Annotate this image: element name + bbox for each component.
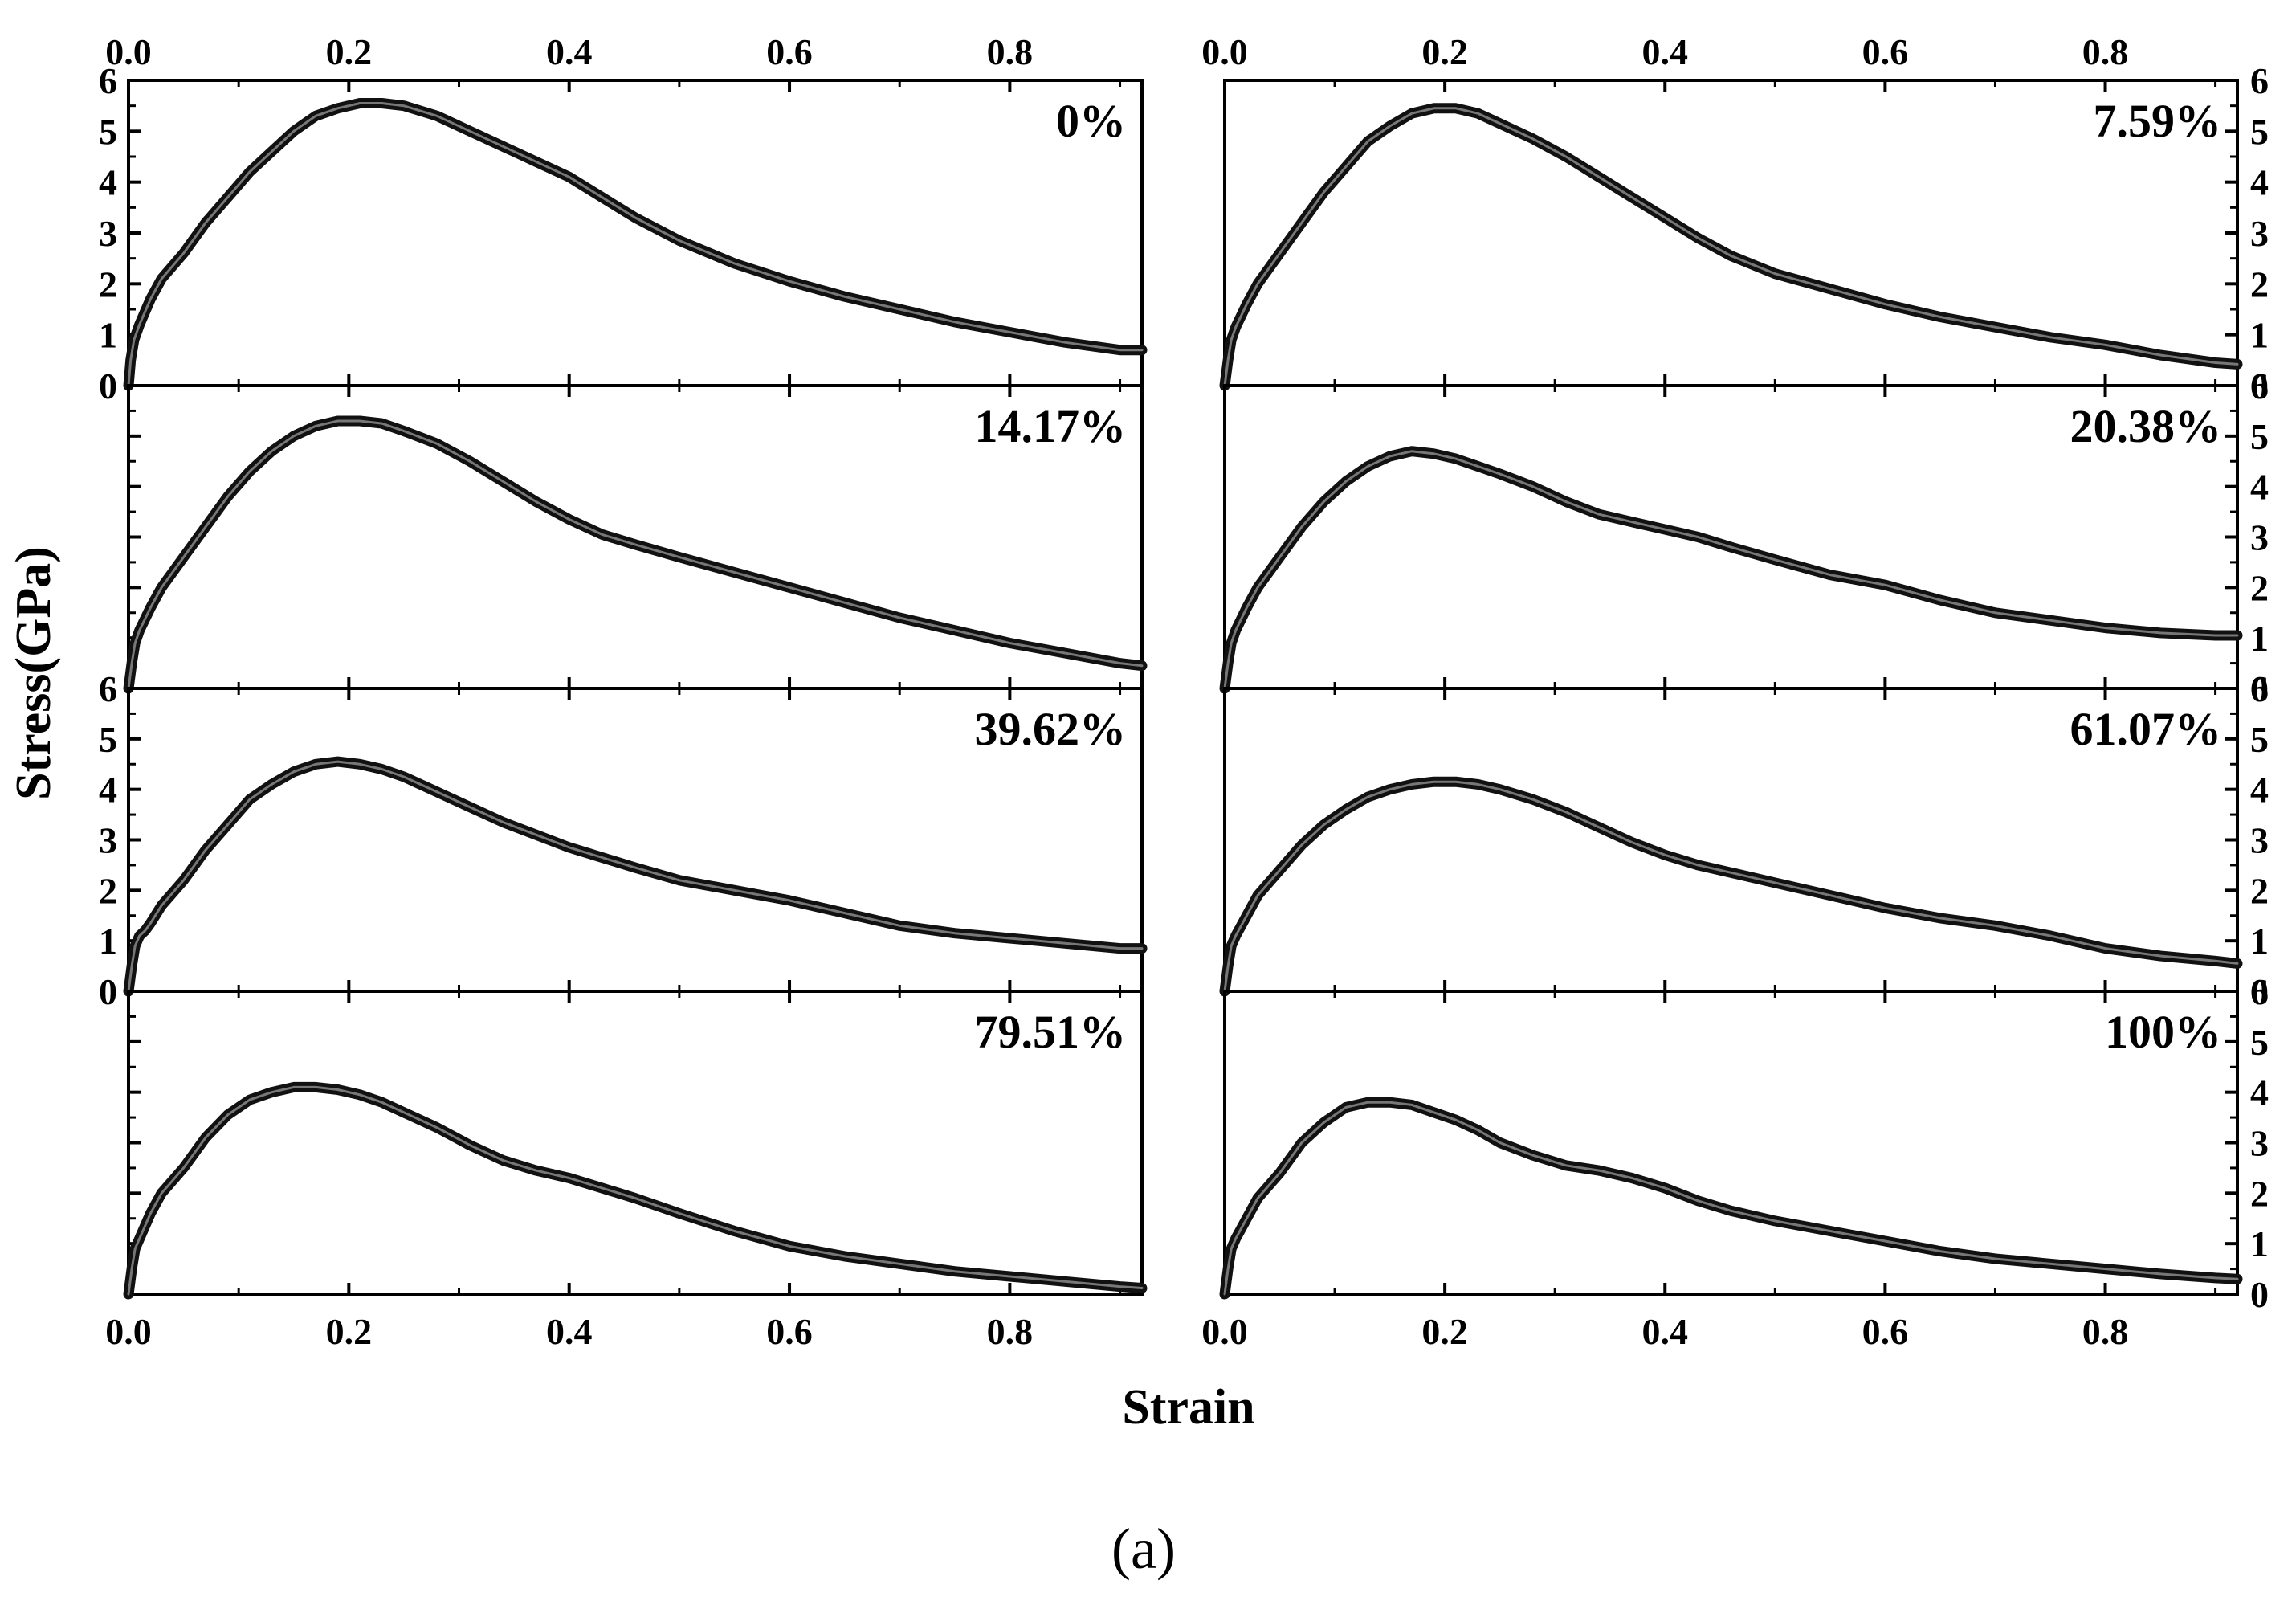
x-axis-title: Strain	[1122, 1380, 1254, 1435]
x-tick-label: 0.0	[105, 1311, 152, 1352]
y-tick-label: 0	[2250, 366, 2269, 406]
stress-strain-curve-highlight	[127, 760, 1144, 993]
y-tick-label: 2	[2250, 870, 2269, 911]
y-tick-label: 4	[2250, 770, 2269, 811]
y-tick-label: 4	[2250, 162, 2269, 203]
panel-2: 0 1 2 3 4 5 6 0.0 0.2 0.4 0.6 0.8 7.59%	[1201, 31, 2269, 406]
y-tick-label: 6	[99, 60, 117, 101]
panel-label: 79.51%	[975, 1006, 1127, 1058]
stress-strain-curve-highlight	[1223, 1101, 2239, 1296]
y-tick-label: 1	[2250, 921, 2269, 962]
x-tick-label: 0.8	[2082, 1311, 2129, 1352]
y-tick-label: 3	[99, 213, 117, 254]
x-tick-label: 0.8	[987, 1311, 1034, 1352]
x-tick-label: 0.0	[105, 31, 152, 72]
y-tick-label: 2	[99, 870, 117, 911]
y-tick-label: 3	[2250, 517, 2269, 558]
panel-label: 20.38%	[2070, 400, 2222, 452]
x-tick-label: 0.8	[987, 31, 1034, 72]
x-tick-label: 0.0	[1201, 1311, 1248, 1352]
panel-8: 0 1 2 3 4 5 6 0.0 0.2 0.4 0.6 0.8 100%	[1201, 971, 2269, 1352]
figure-caption: (a)	[1111, 1517, 1176, 1581]
stress-strain-curve-highlight	[1223, 450, 2239, 690]
panel-label: 100%	[2105, 1006, 2221, 1058]
panel-label: 14.17%	[975, 400, 1127, 452]
y-tick-label: 6	[99, 668, 117, 709]
y-tick-label: 4	[99, 162, 117, 203]
y-tick-label: 1	[99, 921, 117, 962]
x-tick-label: 0.2	[1421, 1311, 1468, 1352]
x-tick-label: 0.2	[1421, 31, 1468, 72]
y-tick-label: 0	[2250, 668, 2269, 709]
y-tick-label: 1	[2250, 1223, 2269, 1264]
x-tick-label: 0.4	[1642, 1311, 1689, 1352]
y-tick-label: 5	[2250, 416, 2269, 457]
panel-label: 61.07%	[2070, 703, 2222, 755]
y-tick-label: 0	[99, 971, 117, 1012]
panel-label: 7.59%	[2094, 95, 2222, 147]
panel-4: 0 1 2 3 4 5 6 20.38%	[1219, 366, 2269, 709]
y-tick-label: 4	[99, 770, 117, 811]
panel-label: 39.62%	[975, 703, 1127, 755]
y-tick-label: 2	[2250, 1173, 2269, 1214]
x-tick-label: 0.8	[2082, 31, 2129, 72]
panel-6: 0 1 2 3 4 5 6 61.07%	[1219, 668, 2269, 1012]
x-tick-label: 0.4	[546, 31, 593, 72]
x-tick-label: 0.6	[766, 31, 813, 72]
stress-strain-curve-highlight	[127, 419, 1144, 690]
y-tick-label: 6	[2250, 60, 2269, 101]
y-tick-label: 1	[2250, 315, 2269, 356]
x-tick-label: 0.4	[1642, 31, 1689, 72]
x-tick-label: 0.4	[546, 1311, 593, 1352]
y-tick-label: 6	[2250, 971, 2269, 1012]
y-tick-label: 1	[2250, 618, 2269, 659]
y-tick-label: 6	[2250, 366, 2269, 406]
y-tick-label: 6	[2250, 668, 2269, 709]
stress-strain-curve-highlight	[127, 102, 1144, 387]
stress-strain-curve-highlight	[127, 1085, 1144, 1296]
y-tick-label: 3	[2250, 213, 2269, 254]
y-tick-label: 5	[99, 719, 117, 760]
y-tick-label: 3	[2250, 1123, 2269, 1164]
y-tick-label: 0	[2250, 971, 2269, 1012]
y-tick-label: 5	[2250, 111, 2269, 152]
stress-strain-curve-highlight	[1223, 780, 2239, 993]
x-tick-label: 0.6	[1862, 31, 1909, 72]
y-tick-label: 0	[99, 366, 117, 406]
y-tick-label: 0	[2250, 1274, 2269, 1315]
y-tick-label: 4	[2250, 1072, 2269, 1113]
x-tick-label: 0.6	[1862, 1311, 1909, 1352]
panel-label: 0%	[1056, 95, 1126, 147]
y-tick-label: 2	[99, 263, 117, 304]
x-tick-label: 0.6	[766, 1311, 813, 1352]
y-tick-label: 5	[2250, 1022, 2269, 1063]
y-tick-label: 5	[2250, 719, 2269, 760]
panel-7: 0.0 0.2 0.4 0.6 0.8 79.51%	[105, 990, 1148, 1352]
x-tick-label: 0.2	[326, 31, 373, 72]
y-tick-label: 2	[2250, 263, 2269, 304]
x-tick-label: 0.2	[326, 1311, 373, 1352]
y-tick-label: 2	[2250, 567, 2269, 608]
y-tick-label: 3	[2250, 820, 2269, 861]
y-tick-label: 3	[99, 820, 117, 861]
x-tick-label: 0.0	[1201, 31, 1248, 72]
panel-3: 14.17%	[123, 384, 1148, 694]
stress-strain-curve-highlight	[1223, 107, 2239, 387]
y-tick-label: 5	[99, 111, 117, 152]
y-axis-title: Stress(GPa)	[6, 546, 61, 800]
y-tick-label: 4	[2250, 467, 2269, 508]
y-tick-label: 1	[99, 315, 117, 356]
